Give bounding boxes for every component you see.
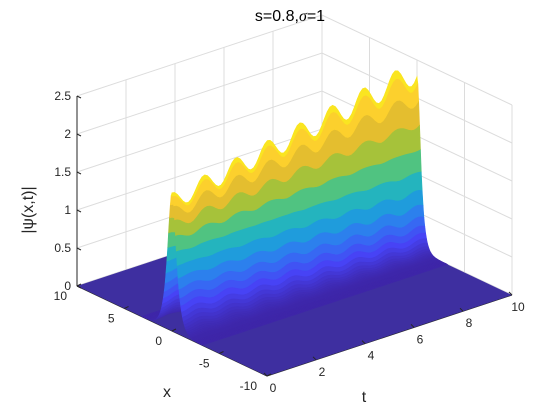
title-tail: =1: [307, 8, 325, 25]
z-tick-label: 2.5: [54, 89, 71, 103]
x-tick-label: -10: [240, 379, 258, 393]
t-tick-label: 6: [417, 332, 424, 346]
z-tick-label: 0: [64, 279, 71, 293]
x-axis-label: x: [163, 384, 171, 401]
t-axis-ticks: 0 2 4 6 8 10: [263, 291, 525, 395]
grid-line-z: [76, 14, 513, 106]
x-tick-label: 10: [54, 289, 68, 303]
x-tick-mark: [171, 328, 177, 332]
surface-mesh: [140, 70, 449, 346]
x-tick-label: 5: [108, 312, 115, 326]
t-tick-mark: [459, 307, 464, 312]
x-tick-label: -5: [199, 357, 210, 371]
t-tick-mark: [410, 324, 415, 328]
z-tick-mark: [76, 209, 82, 213]
z-tick-mark: [76, 285, 82, 289]
z-tick-label: 2: [64, 127, 71, 141]
x-tick-mark: [76, 283, 82, 287]
z-axis-ticks: 0 0.5 1 1.5 2 2.5: [54, 89, 82, 293]
t-tick-mark: [508, 291, 513, 296]
z-tick-mark: [76, 171, 82, 175]
t-axis-label: t: [362, 389, 367, 406]
t-tick-label: 4: [368, 349, 375, 363]
t-tick-label: 0: [270, 381, 277, 395]
t-tick-label: 10: [511, 300, 525, 314]
title-main: s=0.8,: [255, 8, 299, 25]
grid-line-z: [76, 52, 513, 144]
t-tick-label: 2: [319, 365, 326, 379]
x-tick-label: 0: [155, 334, 162, 348]
z-tick-label: 1: [64, 203, 71, 217]
z-tick-mark: [76, 95, 82, 99]
x-tick-mark: [219, 351, 224, 354]
t-tick-mark: [312, 356, 317, 361]
surface-strip: [200, 263, 449, 346]
z-axis-label: |ψ(x,t)|: [20, 186, 37, 233]
z-tick-mark: [76, 133, 82, 137]
x-axis-ticks: 10 5 0 -5 -10: [54, 283, 272, 393]
t-tick-mark: [263, 372, 268, 377]
x-tick-mark: [124, 306, 129, 309]
z-tick-label: 1.5: [54, 165, 71, 179]
z-tick-label: 0.5: [54, 241, 71, 255]
z-tick-mark: [76, 247, 82, 251]
title-sigma: σ: [299, 8, 308, 25]
x-tick-mark: [266, 373, 272, 377]
t-tick-mark: [361, 340, 366, 344]
chart-title: s=0.8,σ=1: [255, 8, 325, 25]
t-tick-label: 8: [466, 316, 473, 330]
